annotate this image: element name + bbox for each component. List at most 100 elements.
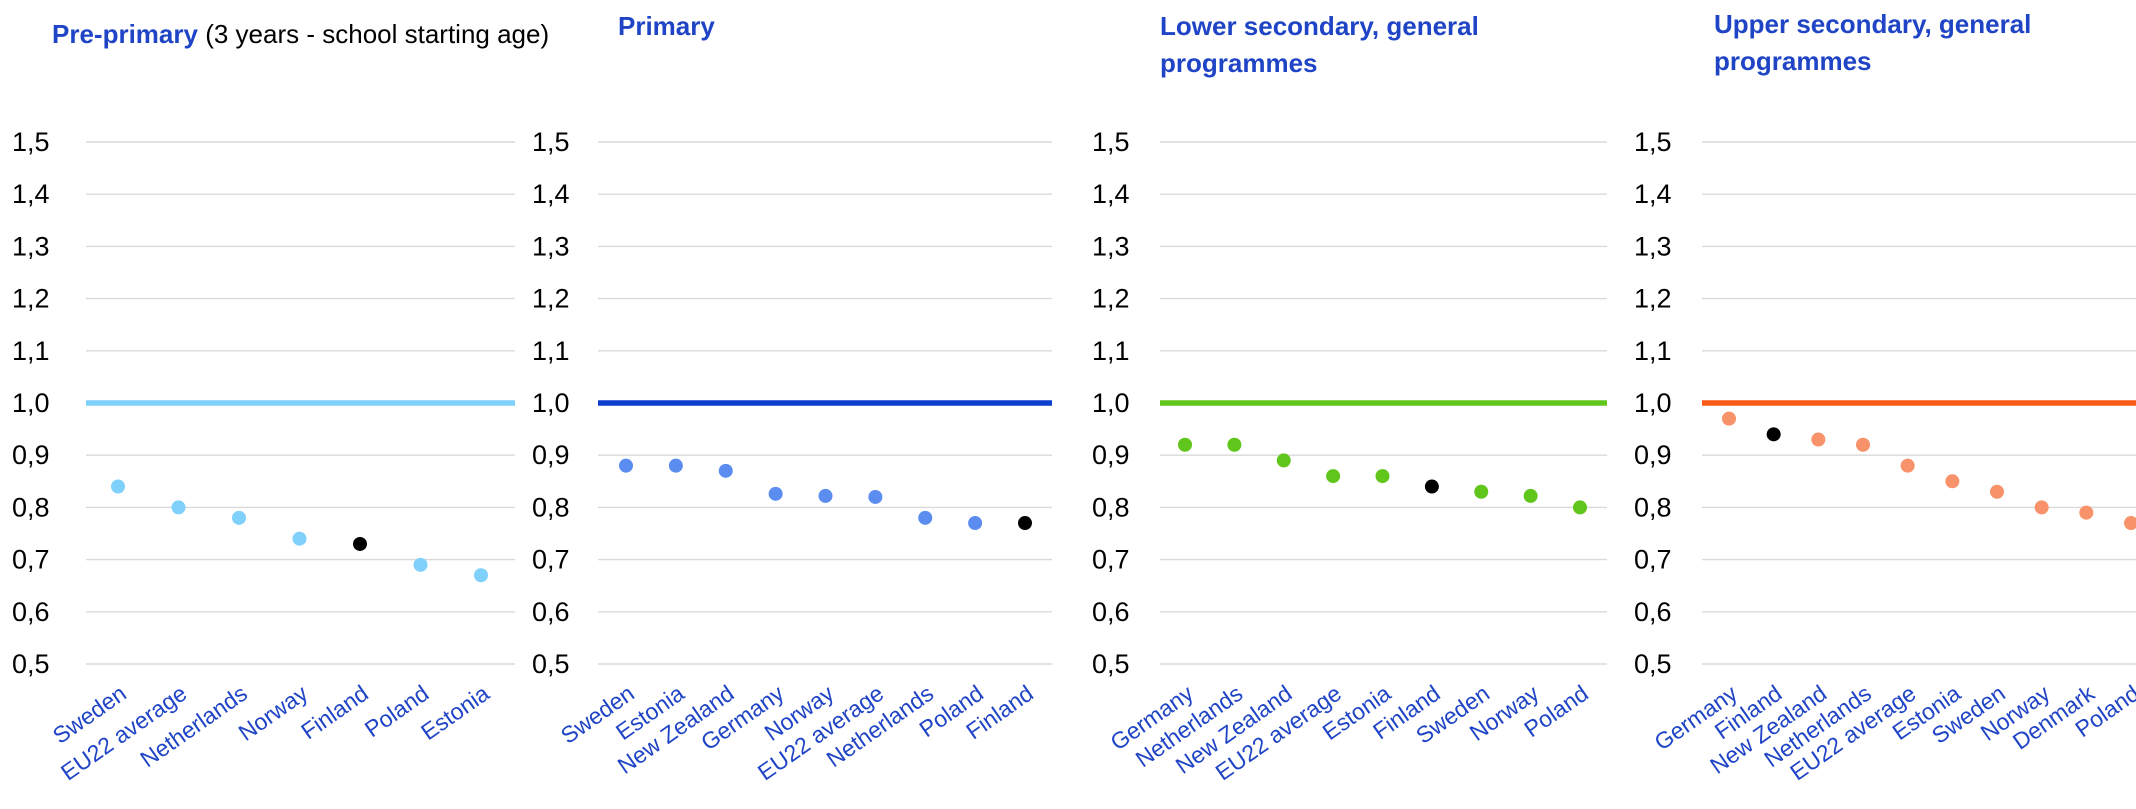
- scatter-chart: 1,51,41,31,21,11,00,90,80,70,60,5Germany…: [1092, 127, 1607, 785]
- y-tick-label: 1,3: [1634, 231, 1672, 261]
- y-tick-label: 1,5: [532, 127, 570, 157]
- y-tick-label: 1,0: [532, 388, 570, 418]
- title-line: programmes: [1714, 46, 1872, 76]
- y-tick-label: 0,6: [1634, 597, 1672, 627]
- y-tick-label: 0,7: [12, 545, 50, 575]
- y-tick-label: 0,9: [532, 440, 570, 470]
- title-line: programmes: [1160, 48, 1318, 78]
- data-point: [1811, 432, 1826, 447]
- y-tick-label: 1,0: [1092, 388, 1130, 418]
- y-tick-label: 0,9: [1092, 440, 1130, 470]
- y-tick-label: 1,5: [1092, 127, 1130, 157]
- panel-title: Lower secondary, general programmes: [1160, 8, 1479, 82]
- data-point: [1573, 500, 1587, 515]
- title-line: Primary: [618, 11, 715, 41]
- y-tick-label: 1,2: [532, 284, 570, 314]
- y-tick-label: 1,4: [1634, 179, 1672, 209]
- category-label: Finland: [296, 680, 373, 745]
- y-tick-label: 1,2: [1092, 284, 1130, 314]
- y-tick-label: 1,3: [1092, 231, 1130, 261]
- y-tick-label: 1,1: [1092, 336, 1130, 366]
- y-tick-label: 1,2: [1634, 284, 1672, 314]
- data-point: [1474, 484, 1489, 499]
- panel-title: Primary: [618, 8, 715, 45]
- highlight-data-point: [1766, 427, 1781, 442]
- y-tick-label: 1,4: [1092, 179, 1130, 209]
- data-point: [171, 500, 186, 515]
- data-point: [619, 458, 633, 473]
- y-tick-label: 0,5: [12, 649, 50, 679]
- data-point: [2079, 505, 2094, 520]
- data-point: [668, 458, 683, 473]
- y-tick-label: 0,9: [12, 440, 50, 470]
- data-point: [768, 486, 783, 501]
- title-subtitle: (3 years - school starting age): [205, 19, 550, 49]
- y-tick-label: 1,0: [12, 388, 50, 418]
- chart-panel-pre-primary: Pre-primary (3 years - school starting a…: [0, 0, 549, 809]
- chart-panel-upper-secondary: Upper secondary, general programmes 1,5 1…: [1620, 0, 2136, 809]
- category-label: Estonia: [416, 680, 494, 745]
- y-tick-label: 1,1: [12, 336, 50, 366]
- data-point: [111, 479, 125, 494]
- y-tick-label: 0,5: [532, 649, 570, 679]
- panel-title: Pre-primary (3 years - school starting a…: [52, 16, 549, 53]
- data-point: [2124, 516, 2136, 531]
- y-tick-label: 0,7: [1634, 545, 1672, 575]
- data-point: [1227, 437, 1242, 452]
- y-tick-label: 0,8: [1092, 492, 1130, 522]
- data-point: [718, 463, 733, 478]
- data-point: [818, 488, 833, 503]
- title-main: Pre-primary: [52, 19, 198, 49]
- y-tick-label: 1,2: [12, 284, 50, 314]
- scatter-chart: 1,51,41,31,21,11,00,90,80,70,60,5SwedenE…: [532, 127, 1052, 785]
- y-tick-label: 0,6: [532, 597, 570, 627]
- y-tick-label: 1,1: [532, 336, 570, 366]
- y-tick-label: 1,3: [12, 231, 50, 261]
- y-tick-label: 0,8: [532, 492, 570, 522]
- highlight-data-point: [353, 536, 367, 551]
- chart-panel-lower-secondary: Lower secondary, general programmes 1,5 1…: [1060, 0, 1620, 809]
- y-tick-label: 0,5: [1092, 649, 1130, 679]
- y-tick-label: 1,4: [532, 179, 570, 209]
- y-tick-label: 1,0: [1634, 388, 1672, 418]
- y-tick-label: 1,5: [12, 127, 50, 157]
- title-line: Upper secondary, general: [1714, 9, 2032, 39]
- panel-title: Upper secondary, general programmes: [1714, 6, 2031, 80]
- data-point: [868, 489, 883, 504]
- scatter-chart: 1,51,41,31,21,11,00,90,80,70,60,5SwedenE…: [12, 127, 515, 785]
- data-point: [1722, 411, 1736, 426]
- data-point: [1856, 437, 1870, 452]
- chart-panel-primary: Primary 1,5 1,4 1,3 1,2 1,1 1,0 0,9 0,8 0,7 0,6 0,…: [520, 0, 1060, 809]
- title-line: Lower secondary, general: [1160, 11, 1479, 41]
- data-point: [1945, 474, 1960, 489]
- y-tick-label: 1,5: [1634, 127, 1672, 157]
- highlight-data-point: [1018, 516, 1032, 531]
- y-tick-label: 0,8: [1634, 492, 1672, 522]
- y-tick-label: 1,3: [532, 231, 570, 261]
- highlight-data-point: [1424, 479, 1439, 494]
- y-tick-label: 0,6: [1092, 597, 1130, 627]
- y-tick-label: 0,6: [12, 597, 50, 627]
- data-point: [1178, 437, 1192, 452]
- data-point: [413, 557, 428, 572]
- y-tick-label: 0,8: [12, 492, 50, 522]
- data-point: [1990, 484, 2004, 499]
- data-point: [918, 510, 933, 525]
- data-point: [1523, 488, 1538, 503]
- y-tick-label: 0,9: [1634, 440, 1672, 470]
- data-point: [1375, 469, 1390, 484]
- y-tick-label: 1,1: [1634, 336, 1672, 366]
- data-point: [292, 531, 307, 546]
- y-tick-label: 0,7: [532, 545, 570, 575]
- data-point: [968, 516, 983, 531]
- data-point: [1326, 469, 1341, 484]
- data-point: [232, 510, 246, 525]
- data-point: [1276, 453, 1291, 468]
- data-point: [474, 568, 488, 583]
- data-point: [1900, 458, 1915, 473]
- y-tick-label: 0,7: [1092, 545, 1130, 575]
- y-tick-label: 1,4: [12, 179, 50, 209]
- y-tick-label: 0,5: [1634, 649, 1672, 679]
- scatter-chart: 1,51,41,31,21,11,00,90,80,70,60,5Germany…: [1634, 127, 2136, 785]
- category-label: Norway: [234, 680, 313, 746]
